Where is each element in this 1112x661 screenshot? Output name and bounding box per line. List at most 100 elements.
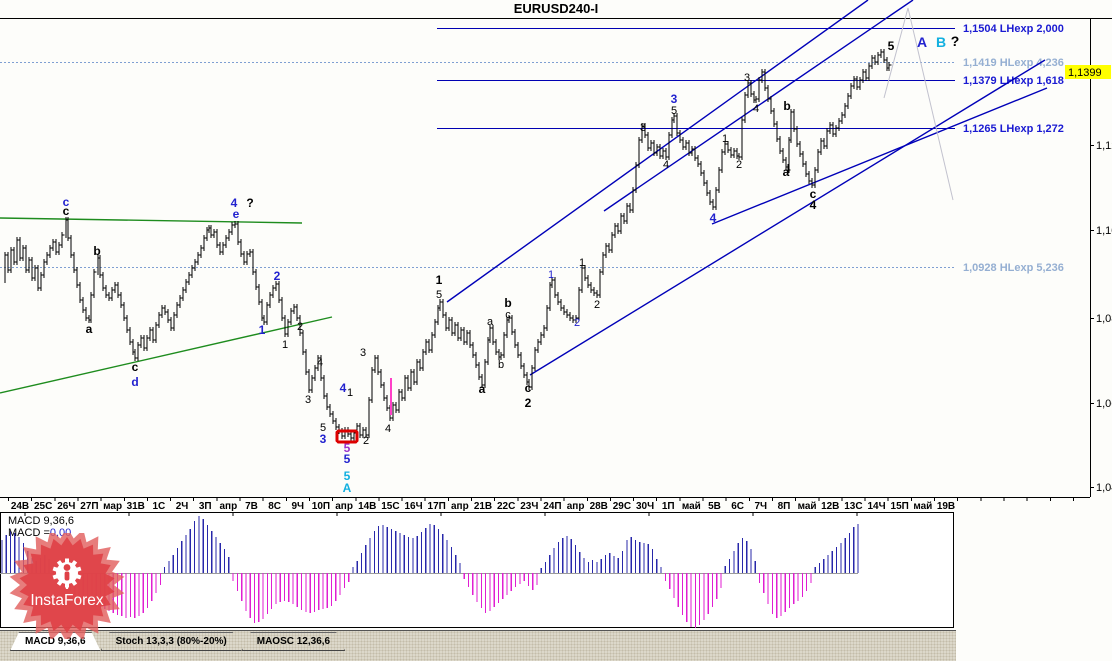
wave-label: c <box>132 360 139 374</box>
wave-label: 5 <box>344 469 351 483</box>
date-label: 14В <box>358 501 376 512</box>
date-label: 26Ч <box>57 501 75 512</box>
wave-label: 5 <box>344 441 351 455</box>
wave-label: c <box>505 309 511 321</box>
wave-label: e <box>233 207 240 221</box>
wave-label: 2 <box>594 299 600 311</box>
wave-label: 4 <box>710 211 717 225</box>
date-label: 7Ч <box>755 501 768 512</box>
date-label: 5В <box>708 501 721 512</box>
date-label: 8С <box>268 501 281 512</box>
date-label: май <box>682 501 701 512</box>
wave-label: 3 <box>320 432 327 446</box>
date-label: 10П <box>312 501 330 512</box>
date-label: 24П <box>543 501 561 512</box>
wave-label: 1 <box>436 273 443 287</box>
wave-label: 4 <box>663 159 669 171</box>
support-line-trendline <box>711 87 1048 225</box>
date-label: 9Ч <box>292 501 305 512</box>
date-label: 22С <box>497 501 515 512</box>
wave-label: a <box>487 316 494 328</box>
date-label: май <box>798 501 817 512</box>
level-line-label: 1,0928 HLexp 5,236 <box>963 262 1064 274</box>
wave-label: 1 <box>548 269 554 281</box>
macd-indicator-labels: MACD 9,36,6 MACD =0,00 <box>8 515 74 539</box>
triangle-lower-trendline <box>0 316 333 394</box>
date-label: 27П <box>80 501 98 512</box>
macd-value: 0,00 <box>49 527 72 539</box>
wave-label: c <box>63 204 70 218</box>
wave-label: a <box>86 322 93 336</box>
wave-label: 3 <box>640 122 646 134</box>
forecast-down-trendline <box>907 7 954 201</box>
date-label: 19В <box>937 501 955 512</box>
date-label: 14Ч <box>867 501 885 512</box>
wave-label: A <box>343 481 352 495</box>
channel-inner-trendline <box>603 0 914 212</box>
level-line-label: 1,1504 LHexp 2,000 <box>963 23 1064 35</box>
date-label: 8П <box>778 501 791 512</box>
wave-label: b <box>783 99 790 113</box>
tab-macd[interactable]: MACD 9,36,6 <box>10 632 101 651</box>
wave-label: B <box>936 34 946 50</box>
wave-label: 4 <box>317 357 323 369</box>
date-label: 1П <box>662 501 675 512</box>
wave-label: 3 <box>360 347 366 359</box>
date-label: 21В <box>474 501 492 512</box>
date-label: 6С <box>731 501 744 512</box>
date-label: 1С <box>153 501 166 512</box>
wave-label: 5 <box>320 422 326 434</box>
date-label: 24В <box>11 501 29 512</box>
channel-lower-trendline <box>529 59 1046 376</box>
date-label: 15П <box>891 501 909 512</box>
price-tick-label: 1,0400 <box>1096 482 1112 494</box>
date-label: 12В <box>821 501 839 512</box>
price-tick-label: 1,0600 <box>1096 398 1112 410</box>
wave-label: 2 <box>274 269 281 283</box>
date-label: 3П <box>199 501 212 512</box>
wave-label: ? <box>951 33 960 49</box>
wave-label: b <box>504 296 511 310</box>
wave-label: 2 <box>574 317 580 329</box>
wave-label: 2 <box>525 396 532 410</box>
forecast-up-trendline <box>883 7 909 99</box>
indicator-tab-bar: MACD 9,36,6 Stoch 13,3,3 (80%-20%) MAOSC… <box>0 630 956 661</box>
macd-panel-frame <box>0 512 954 628</box>
date-label: апр <box>567 501 585 512</box>
wave-label: 1 <box>259 323 266 337</box>
tab-stochastic[interactable]: Stoch 13,3,3 (80%-20%) <box>101 632 242 651</box>
date-label: 2Ч <box>176 501 189 512</box>
date-label: апр <box>335 501 353 512</box>
wave-label: 5 <box>344 452 351 466</box>
date-label: апр <box>451 501 469 512</box>
date-label: 17П <box>428 501 446 512</box>
wave-label: 5 <box>671 105 677 117</box>
date-label: мар <box>103 501 122 512</box>
date-label: 23Ч <box>520 501 538 512</box>
wave-label: 4 <box>810 198 817 212</box>
date-label: май <box>913 501 932 512</box>
wave-label: 4 <box>385 423 391 435</box>
wave-label: ? <box>246 196 253 210</box>
wave-label: 3 <box>305 394 311 406</box>
wave-label: 2 <box>363 435 369 447</box>
wave-label: 3 <box>744 72 750 84</box>
wave-label: 3 <box>671 92 678 106</box>
wave-label: 2 <box>736 159 742 171</box>
wave-label: 1 <box>282 339 288 351</box>
tab-maosc[interactable]: MAOSC 12,36,6 <box>242 632 345 651</box>
current-price-badge <box>1065 65 1111 79</box>
wave-label: 1 <box>347 387 353 399</box>
date-label: 7В <box>245 501 258 512</box>
wave-label: c <box>810 187 817 201</box>
wave-label: 5 <box>436 289 442 301</box>
level-line-label: 1,1265 LHexp 1,272 <box>963 123 1064 135</box>
level-line-label: 1,1419 HLexp 4,236 <box>963 57 1064 69</box>
triangle-upper-trendline <box>0 217 303 224</box>
wave-label: b <box>498 359 504 371</box>
wave-label: 4 <box>231 196 238 210</box>
date-label: 25С <box>34 501 52 512</box>
price-tick-label: 1,1000 <box>1096 225 1112 237</box>
